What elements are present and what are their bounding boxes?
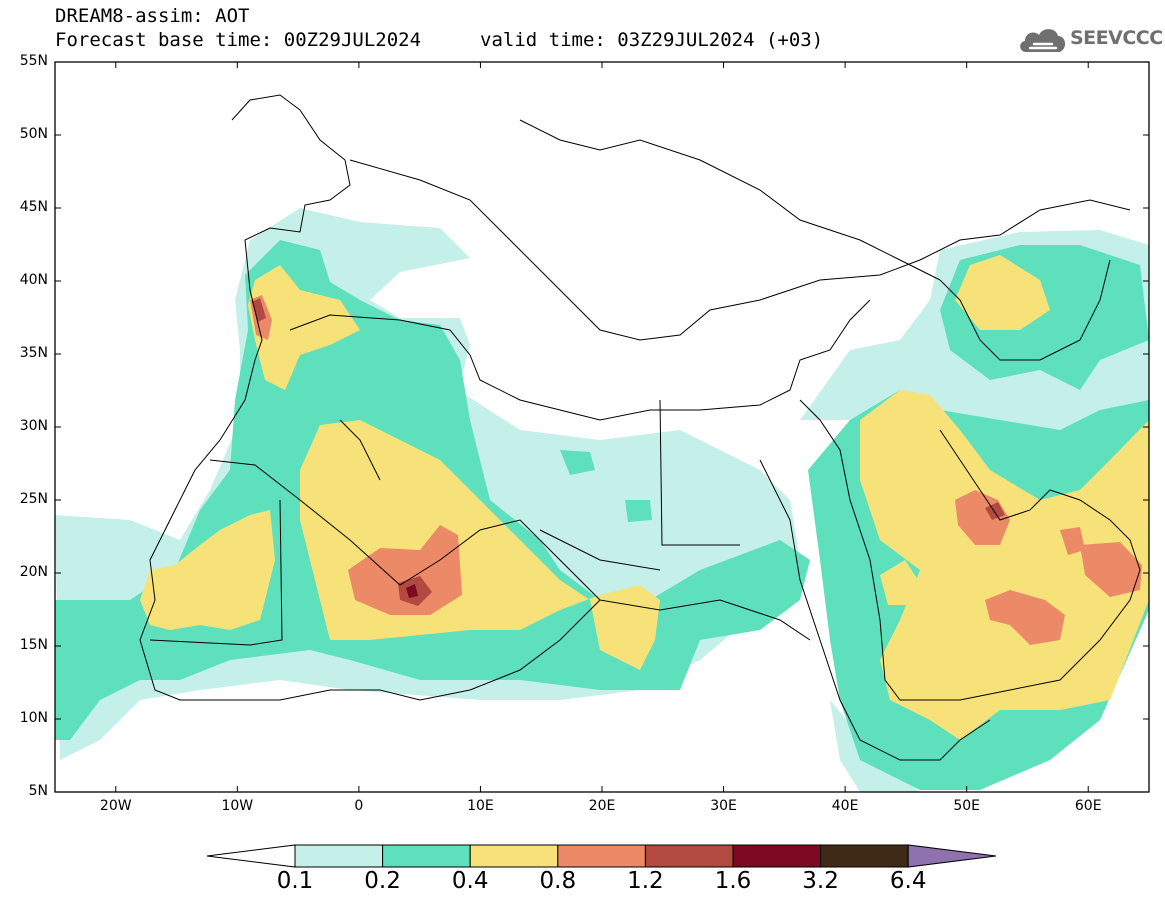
- aot-0.8-1.2: [250, 295, 1142, 645]
- colorbar-label: 3.2: [802, 868, 839, 894]
- colorbar-label: 1.6: [714, 868, 752, 894]
- logo-text: SEEVCCC: [1070, 27, 1163, 49]
- colorbar-segment: [644, 844, 734, 868]
- lat-label: 20N: [19, 564, 48, 580]
- colorbar-over-arrow: [907, 844, 997, 868]
- colorbar-segment: [294, 844, 384, 868]
- colorbar-label: 0.4: [451, 868, 489, 894]
- map-title: DREAM8-assim: AOT: [55, 5, 250, 27]
- lat-label: 45N: [19, 199, 48, 215]
- lon-label: 10W: [221, 798, 254, 814]
- colorbar-under-arrow: [206, 844, 296, 868]
- colorbar-label: 0.8: [539, 868, 577, 894]
- lat-label: 35N: [19, 345, 48, 361]
- lat-label: 30N: [19, 418, 48, 434]
- lon-label: 50E: [953, 798, 980, 814]
- lat-label: 55N: [19, 53, 48, 69]
- cloud-icon: [1020, 29, 1066, 52]
- colorbar-segment: [732, 844, 822, 868]
- colorbar-segment: [382, 844, 471, 868]
- colorbar: [206, 844, 997, 868]
- lon-label: 30E: [710, 798, 737, 814]
- aot-shading: [55, 94, 1149, 792]
- coastlines-and-borders: [139, 94, 1141, 761]
- valid-time: valid time: 03Z29JUL2024 (+03): [480, 29, 824, 51]
- lon-label: 20E: [588, 798, 616, 814]
- colorbar-label: 0.2: [364, 868, 401, 894]
- colorbar-segment: [820, 844, 909, 868]
- lon-label: 0: [354, 798, 364, 814]
- colorbar-segment: [557, 844, 646, 868]
- lon-label: 60E: [1074, 798, 1102, 814]
- colorbar-segment: [469, 844, 559, 868]
- colorbar-label: 0.1: [276, 868, 314, 894]
- lat-label: 5N: [28, 783, 48, 799]
- lat-label: 40N: [19, 272, 48, 288]
- lat-label: 25N: [19, 491, 48, 507]
- lon-label: 10E: [467, 798, 494, 814]
- lat-label: 10N: [19, 710, 48, 726]
- axis-ticks: [55, 61, 1149, 793]
- lon-label: 40E: [831, 798, 859, 814]
- colorbar-label: 6.4: [889, 868, 927, 894]
- lon-label: 20W: [99, 798, 132, 814]
- forecast-base-time: Forecast base time: 00Z29JUL2024: [55, 29, 422, 51]
- lat-label: 50N: [19, 126, 48, 142]
- lat-label: 15N: [19, 637, 48, 653]
- seevccc-logo: SEEVCCC: [1018, 24, 1163, 56]
- aot-1.6-3.2: [406, 584, 418, 598]
- colorbar-label: 1.2: [627, 868, 664, 894]
